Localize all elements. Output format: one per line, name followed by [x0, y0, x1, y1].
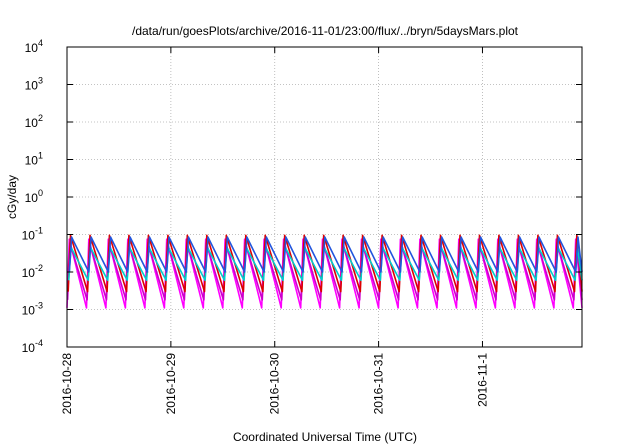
x-axis-label: Coordinated Universal Time (UTC)	[233, 430, 417, 444]
x-axis: 2016-10-28 2016-10-29 2016-10-30 2016-10-31…	[60, 47, 489, 414]
y-tick-label: 10-2	[22, 263, 43, 280]
y-tick-label: 101	[25, 151, 43, 168]
chart-title: /data/run/goesPlots/archive/2016-11-01/2…	[132, 24, 519, 38]
x-tick-label: 2016-11-1	[475, 353, 489, 407]
y-tick-label: 10-1	[22, 226, 43, 243]
x-tick-label: 2016-10-28	[60, 353, 74, 415]
x-tick-label: 2016-10-29	[164, 353, 178, 415]
x-tick-label: 2016-10-30	[268, 353, 282, 415]
data-series-line	[66, 238, 583, 309]
y-tick-label: 102	[25, 113, 43, 130]
data-series-line	[68, 236, 583, 273]
y-tick-label: 10-3	[22, 301, 43, 318]
y-axis: 10-4 10-3 10-2 10-1 100 101 102 103 104	[22, 38, 582, 355]
y-axis-label: cGy/day	[5, 175, 19, 219]
data-series-line	[67, 234, 583, 293]
y-tick-label: 103	[25, 76, 43, 93]
series-group	[66, 234, 583, 309]
x-tick-label: 2016-10-31	[372, 353, 386, 415]
y-tick-label: 100	[25, 188, 43, 205]
y-tick-label: 104	[25, 38, 43, 55]
y-tick-label: 10-4	[22, 338, 43, 355]
